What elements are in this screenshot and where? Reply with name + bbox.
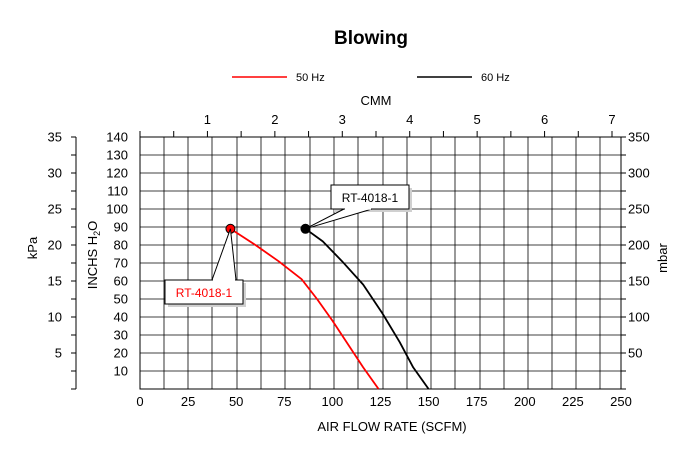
series-line [229,228,380,390]
y-axis-label-sub: 2 [92,231,102,236]
kpa-tick-label: 20 [48,238,62,253]
mbar-tick-label: 250 [628,202,650,217]
y-tick-label: 100 [106,202,128,217]
kpa-tick-label: 5 [55,346,62,361]
y-tick-label: 10 [114,364,128,379]
y-axis-label: INCHS H2O [85,221,102,290]
cmm-tick-label: 7 [608,112,615,127]
kpa-tick-label: 15 [48,274,62,289]
callout-box [330,184,410,210]
cmm-tick-label: 5 [474,112,481,127]
y-axis-label-end: O [85,221,100,231]
cmm-tick-label: 2 [271,112,278,127]
legend-label: 60 Hz [481,72,510,84]
y-tick-label: 20 [114,346,128,361]
mbar-axis-label: mbar [655,243,670,273]
series [225,223,430,390]
grid [139,136,622,390]
kpa-tick-label: 25 [48,202,62,217]
kpa-tick-label: 10 [48,310,62,325]
kpa-tick-label: 30 [48,166,62,181]
y-tick-label: 140 [106,130,128,145]
kpa-tick-label: 35 [48,130,62,145]
cmm-tick-label: 4 [406,112,413,127]
x-tick-label: 75 [277,394,291,409]
x-tick-label: 25 [181,394,195,409]
x-tick-label: 50 [229,394,243,409]
y-tick-label: 90 [114,220,128,235]
mbar-tick-label: 200 [628,238,650,253]
y-tick-label: 40 [114,310,128,325]
x-tick-label: 200 [514,394,536,409]
cmm-tick-label: 6 [541,112,548,127]
callout-pointer [305,208,373,230]
mbar-tick-label: 300 [628,166,650,181]
y-tick-label: 30 [114,328,128,343]
series-line [304,228,430,390]
y-tick-label: 80 [114,238,128,253]
mbar-tick-label: 150 [628,274,650,289]
x-tick-label: 225 [562,394,584,409]
y-tick-label: 130 [106,148,128,163]
x-tick-label: 150 [418,394,440,409]
legend: 50 Hz 60 Hz [232,72,510,84]
callout-label-50hz: RT-4018-1 [176,286,233,300]
x-tick-label: 0 [136,394,143,409]
cmm-tick-label: 1 [204,112,211,127]
x-axis-label: AIR FLOW RATE (SCFM) [317,419,466,434]
y-tick-label: 110 [107,184,128,199]
y-axis-label-main: INCHS H [85,236,100,289]
mbar-tick-label: 50 [628,346,642,361]
mbar-tick-label: 350 [628,130,650,145]
y-tick-label: 70 [114,256,128,271]
x-tick-label: 250 [610,394,632,409]
kpa-axis-label: kPa [25,236,40,259]
callout-pointer [211,228,237,281]
chart-title: Blowing [334,28,408,49]
y-tick-label: 120 [106,166,128,181]
y-tick-label: 60 [114,274,128,289]
x-tick-label: 100 [322,394,344,409]
annotations: RT-4018-1 RT-4018-1 [164,184,412,307]
mbar-tick-label: 100 [628,310,650,325]
x-tick-label: 125 [370,394,392,409]
callout-box [164,279,244,305]
y-tick-label: 50 [114,292,128,307]
callout-label-60hz: RT-4018-1 [342,191,399,205]
cmm-axis-label: CMM [360,93,391,108]
cmm-tick-label: 3 [339,112,346,127]
x-tick-label: 175 [466,394,488,409]
legend-label: 50 Hz [296,72,325,84]
